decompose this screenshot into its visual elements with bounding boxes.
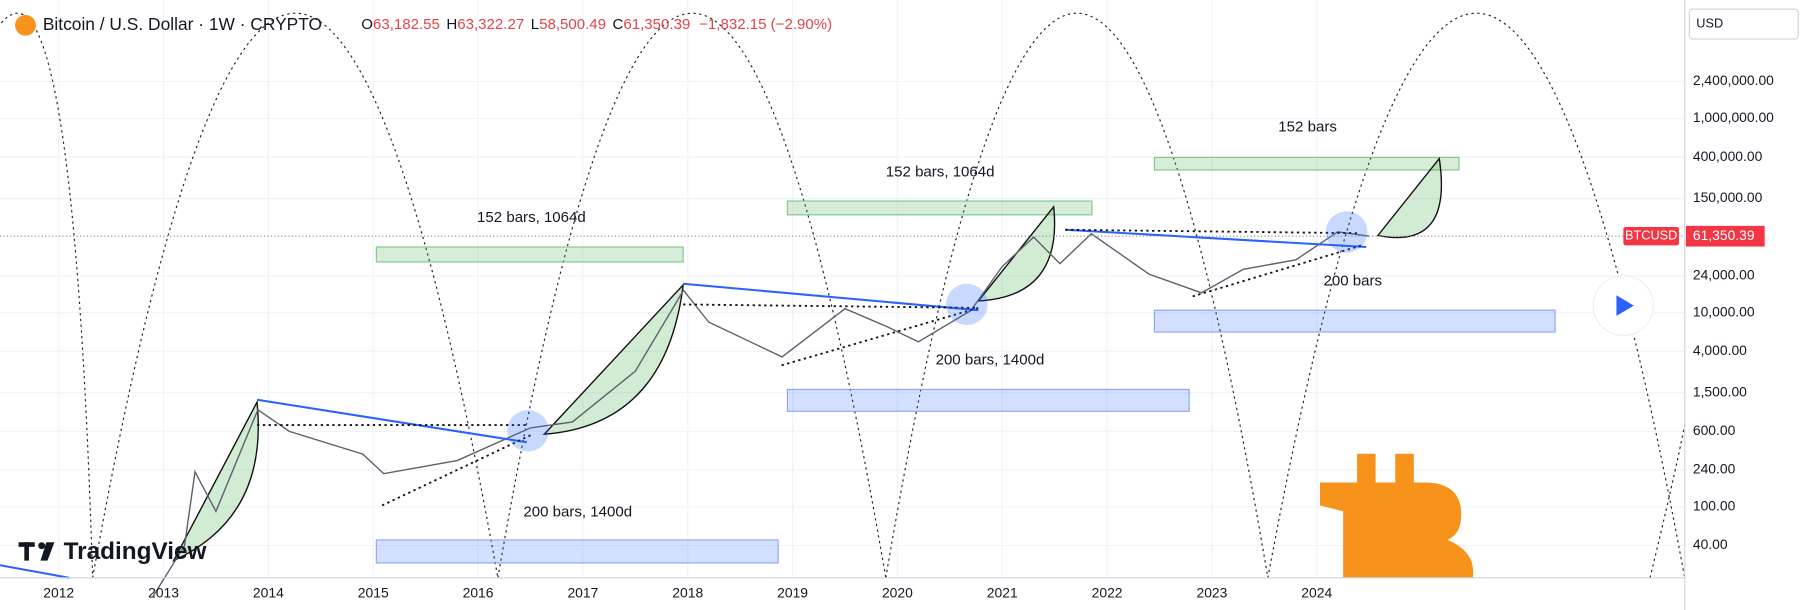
trendline <box>0 564 70 579</box>
highlight <box>946 283 988 326</box>
annotation: 200 bars, 1400d <box>936 352 1045 369</box>
arc <box>1649 424 1686 578</box>
y-tick-label: 2,400,000.00 <box>1693 72 1774 88</box>
ohlc: O63,182.55 H63,322.27 L58,500.49 C61,350… <box>361 16 832 33</box>
x-tick-label: 2023 <box>1196 585 1227 601</box>
symbol-tag <box>1623 227 1679 246</box>
logo-part <box>40 542 55 561</box>
trendline <box>1065 228 1367 249</box>
blue-range <box>1153 309 1556 333</box>
brand: TradingView <box>64 538 207 565</box>
y-tick-label: 600.00 <box>1693 422 1736 438</box>
symbol-tag-label: BTCUSD <box>1625 229 1677 243</box>
change: −1,832.15 (−2.90%) <box>699 16 832 33</box>
ranges <box>375 156 1556 564</box>
x-tick-label: 2016 <box>463 585 494 601</box>
x-tick-label: 2022 <box>1092 585 1123 601</box>
last-price-tag <box>1685 225 1765 247</box>
y-tick-label: 240.00 <box>1693 461 1736 477</box>
logo-part <box>1357 453 1376 489</box>
trendline <box>683 282 979 312</box>
annotation: 200 bars, 1400d <box>523 503 632 520</box>
currency-box[interactable] <box>1688 8 1799 40</box>
symbol-title: Bitcoin / U.S. Dollar · 1W · CRYPTO <box>43 14 322 34</box>
trendline <box>256 398 528 444</box>
ohlc-value: 63,322.27 <box>457 16 524 33</box>
ohlc-value: 58,500.49 <box>539 16 606 33</box>
green-range <box>786 200 1093 216</box>
ohlc-label: H <box>446 16 457 33</box>
y-tick-label: 4,000.00 <box>1693 342 1747 358</box>
annotation: 152 bars, 1064d <box>886 163 995 180</box>
logo-part <box>24 542 29 561</box>
logo-part <box>38 542 46 550</box>
logo-part <box>1320 482 1474 578</box>
x-tick-label: 2013 <box>148 585 179 601</box>
ohlc-label: O <box>361 16 373 33</box>
last-price-label: 61,350.39 <box>1693 227 1755 243</box>
annotations: 152 bars, 1064d 152 bars, 1064d 152 bars 20… <box>477 119 1382 521</box>
curve <box>1376 156 1443 239</box>
x-tick-label: 2017 <box>567 585 598 601</box>
curve <box>172 399 259 563</box>
arc <box>92 12 499 578</box>
ohlc-value: 63,182.55 <box>373 16 440 33</box>
annotation: 152 bars <box>1278 119 1337 136</box>
logo-part <box>1395 453 1414 489</box>
growth-curves <box>172 156 1443 563</box>
play-icon[interactable] <box>1616 295 1634 316</box>
highlight <box>507 410 549 452</box>
symbol-icon <box>15 14 36 36</box>
price-line <box>152 231 1370 597</box>
y-tick-label: 1,000,000.00 <box>1693 109 1774 125</box>
grid <box>0 0 1685 578</box>
trendlines <box>0 211 1368 579</box>
x-tick-label: 2024 <box>1301 585 1332 601</box>
ohlc-value: 61,350.39 <box>623 16 690 33</box>
y-tick-label: 150,000.00 <box>1693 189 1763 205</box>
x-tick-label: 2015 <box>358 585 389 601</box>
x-tick-label: 2012 <box>43 585 74 601</box>
x-tick-label: 2021 <box>987 585 1018 601</box>
ohlc-label: L <box>531 16 539 33</box>
arc <box>0 12 94 578</box>
brand-logo <box>18 542 55 561</box>
y-tick-label: 100.00 <box>1693 498 1736 514</box>
blue-range <box>375 539 779 564</box>
x-tick-label: 2018 <box>672 585 703 601</box>
blue-range <box>786 388 1190 412</box>
y-tick-label: 24,000.00 <box>1693 266 1755 282</box>
highlight <box>1325 211 1368 253</box>
green-range <box>1153 156 1460 171</box>
y-tick-label: 40.00 <box>1693 536 1728 552</box>
curve <box>542 282 685 436</box>
x-tick-label: 2019 <box>777 585 808 601</box>
annotation: 152 bars, 1064d <box>477 209 586 226</box>
dotted-line <box>381 433 534 507</box>
arc <box>885 12 1269 578</box>
bitcoin-logo <box>1320 453 1474 578</box>
x-tick-label: 2014 <box>253 585 284 601</box>
annotation: 200 bars <box>1323 272 1382 289</box>
y-tick-label: 10,000.00 <box>1693 303 1755 319</box>
x-tick-label: 2020 <box>882 585 913 601</box>
y-tick-label: 1,500.00 <box>1693 383 1747 399</box>
currency[interactable]: USD <box>1696 16 1723 30</box>
ohlc-label: C <box>613 16 624 33</box>
y-tick-label: 400,000.00 <box>1693 148 1763 164</box>
arc <box>497 12 887 578</box>
green-range <box>375 246 684 263</box>
axes: 40.00 100.00 240.00 600.00 1,500.00 4,000.00 1… <box>0 72 1774 601</box>
dotted-line <box>1192 243 1365 298</box>
